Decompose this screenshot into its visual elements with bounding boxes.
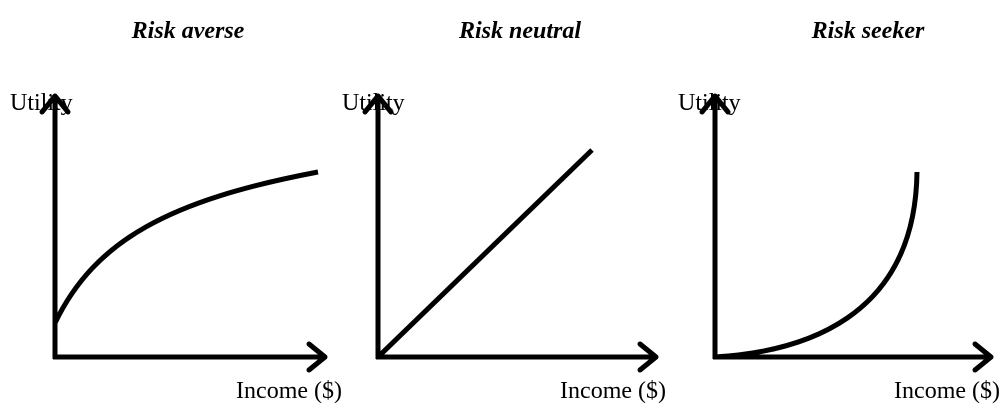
utility-curve — [714, 171, 920, 360]
y-arrowhead — [699, 93, 731, 115]
x-arrowhead — [972, 341, 994, 373]
utility-curve — [52, 169, 319, 325]
panel-title: Risk seeker — [811, 18, 925, 44]
panel-risk-seeker: Risk seeker Utility Income ($) — [678, 18, 1000, 404]
x-arrowhead — [637, 341, 659, 373]
panel-title: Risk neutral — [458, 18, 581, 44]
utility-line — [376, 148, 594, 359]
panel-title: Risk averse — [131, 18, 245, 44]
x-axis-label: Income ($) — [560, 378, 666, 404]
panel-risk-averse: Risk averse Utility Income ($) — [10, 18, 342, 404]
y-arrowhead — [39, 93, 71, 115]
x-axis-label: Income ($) — [894, 378, 1000, 404]
x-arrowhead — [306, 341, 328, 373]
x-axis-label: Income ($) — [236, 378, 342, 404]
panel-risk-neutral: Risk neutral Utility Income ($) — [342, 18, 666, 404]
y-arrowhead — [362, 93, 394, 115]
